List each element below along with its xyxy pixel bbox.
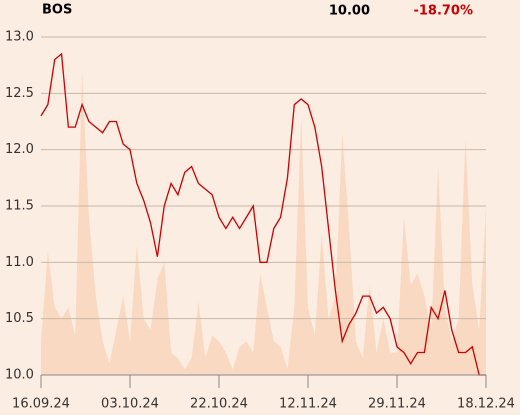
change: -18.70% — [413, 4, 473, 19]
x-tick-label: 12.11.24 — [279, 397, 337, 412]
y-tick-label: 10.0 — [5, 368, 34, 383]
y-tick-label: 10.5 — [5, 311, 34, 326]
x-tick-label: 16.09.24 — [12, 397, 70, 412]
price-line — [40, 52, 486, 376]
y-tick-label: 11.5 — [5, 199, 34, 214]
x-tick-label: 18.12.24 — [457, 397, 515, 412]
x-tick-label: 29.11.24 — [368, 397, 426, 412]
ticker: BOS — [42, 3, 72, 18]
y-tick-label: 12.5 — [5, 86, 34, 101]
price: 10.00 — [329, 4, 370, 19]
x-tick-label: 03.10.24 — [101, 397, 159, 412]
y-tick-label: 11.0 — [5, 255, 34, 270]
y-tick-label: 13.0 — [5, 30, 34, 45]
y-tick-label: 12.0 — [5, 142, 34, 157]
volume-area — [41, 70, 486, 376]
x-tick-label: 22.10.24 — [190, 397, 248, 412]
